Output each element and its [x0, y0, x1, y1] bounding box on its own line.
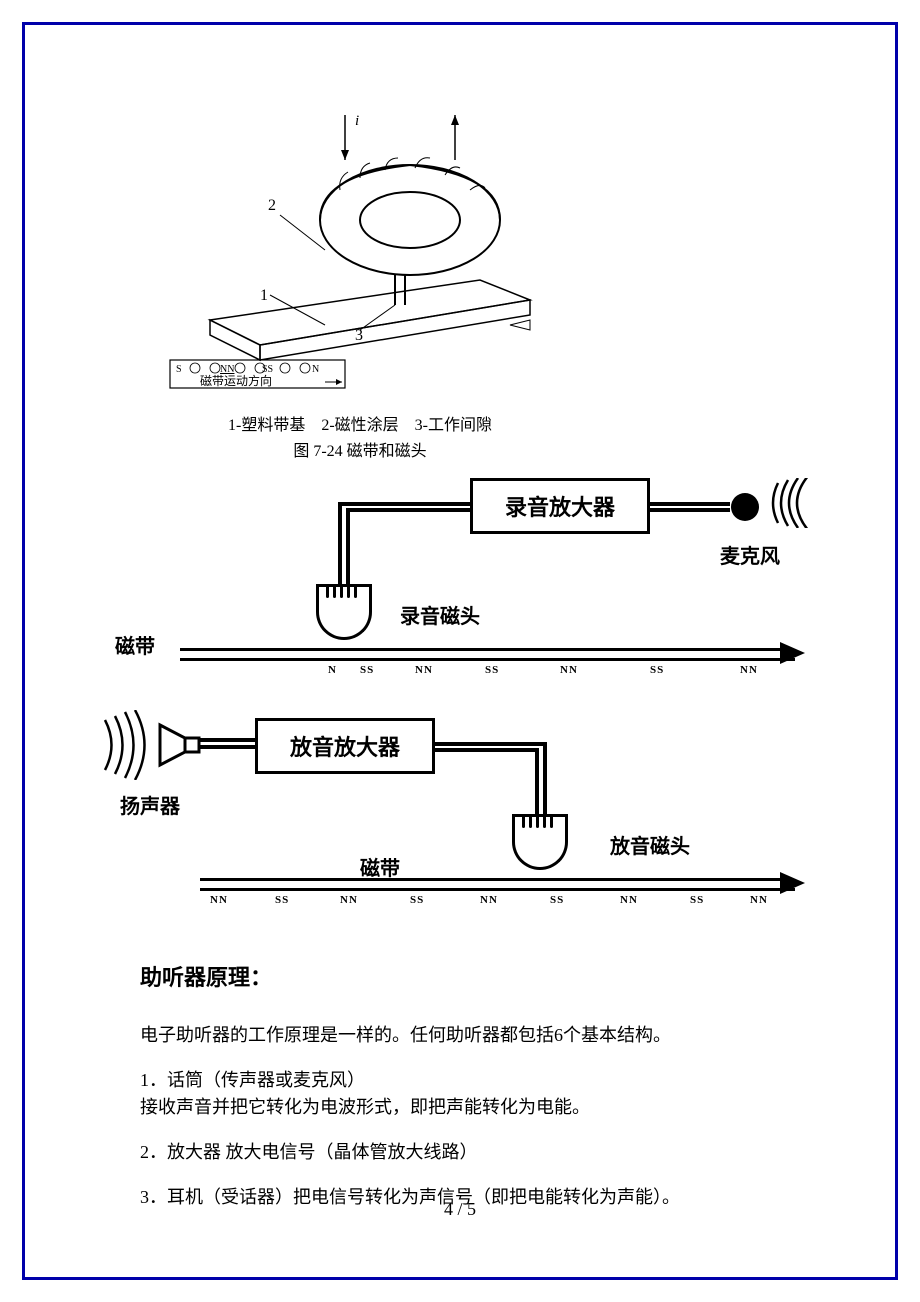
tape2-mark: NN: [750, 894, 768, 906]
svg-text:S: S: [176, 364, 182, 375]
tape2-mark: NN: [340, 894, 358, 906]
tape2-arrow-icon: [780, 872, 810, 894]
tape1-mark: SS: [485, 664, 499, 676]
page-content: i 2 1 3 S NN SS N 磁带运动方向 1-塑料带基 2-磁性涂层: [100, 70, 820, 1232]
sound-wave-icon: [768, 478, 818, 528]
tape2-mark: NN: [480, 894, 498, 906]
tape2-line-top: [200, 878, 780, 881]
tape1-mark: NN: [560, 664, 578, 676]
tape1-mark: SS: [360, 664, 374, 676]
wire-speaker-to-amp: [198, 735, 258, 755]
playback-amplifier-box: 放音放大器: [255, 718, 435, 774]
section-title: 助听器原理：: [140, 960, 820, 992]
tape-direction-label: 磁带运动方向: [200, 373, 272, 388]
record-head-coil: [324, 584, 364, 598]
tape2-mark: NN: [210, 894, 228, 906]
tape2-mark: NN: [620, 894, 638, 906]
record-playback-diagram: 录音放大器 麦克风 录音磁头 磁带: [80, 460, 800, 900]
record-amplifier-box: 录音放大器: [470, 478, 650, 534]
item1-desc: 接收声音并把它转化为电波形式，即把声能转化为电能。: [140, 1094, 820, 1121]
record-head-label: 录音磁头: [400, 600, 480, 629]
tape2-line-bot: [200, 888, 795, 891]
play-head: [512, 828, 568, 870]
intro-text: 电子助听器的工作原理是一样的。任何助听器都包括6个基本结构。: [140, 1022, 820, 1049]
tape1-mark: N: [328, 664, 337, 676]
speaker-icon: [100, 710, 210, 780]
page-number: 4 / 5: [100, 1199, 820, 1220]
tape2-label: 磁带: [360, 852, 400, 881]
tape1-arrow-icon: [780, 642, 810, 664]
current-label: i: [355, 113, 359, 129]
list-item-2: 2．放大器 放大电信号（晶体管放大线路）: [140, 1139, 820, 1166]
tape1-line-top: [180, 648, 780, 651]
figure-7-24: i 2 1 3 S NN SS N 磁带运动方向 1-塑料带基 2-磁性涂层: [160, 100, 560, 430]
tape2-mark: SS: [550, 894, 564, 906]
playback-amplifier-label: 放音放大器: [290, 730, 400, 762]
figure1-caption: 1-塑料带基 2-磁性涂层 3-工作间隙 图 7-24 磁带和磁头: [160, 413, 560, 464]
tape2-mark: SS: [275, 894, 289, 906]
item1-title: 1．话筒（传声器或麦克风）: [140, 1067, 820, 1094]
tape1-mark: NN: [415, 664, 433, 676]
tape1-mark: SS: [650, 664, 664, 676]
record-amplifier-label: 录音放大器: [505, 490, 615, 522]
tape1-label: 磁带: [115, 630, 155, 659]
fig1-label-1: 1: [260, 287, 268, 304]
list-item-1: 1．话筒（传声器或麦克风） 接收声音并把它转化为电波形式，即把声能转化为电能。: [140, 1067, 820, 1121]
tape-head-svg: i 2 1 3 S NN SS N 磁带运动方向: [160, 100, 560, 400]
play-head-coil: [520, 814, 560, 828]
tape1-mark: NN: [740, 664, 758, 676]
fig1-label-3: 3: [355, 327, 363, 344]
tape2-mark: SS: [410, 894, 424, 906]
svg-text:N: N: [312, 364, 319, 375]
fig1-label-2: 2: [268, 197, 276, 214]
play-head-label: 放音磁头: [610, 830, 690, 859]
microphone-label: 麦克风: [720, 540, 780, 569]
tape2-mark: SS: [690, 894, 704, 906]
speaker-label: 扬声器: [120, 790, 180, 819]
record-head: [316, 598, 372, 640]
tape1-line-bot: [180, 658, 795, 661]
fig1-legend: 1-塑料带基 2-磁性涂层 3-工作间隙: [160, 413, 560, 439]
